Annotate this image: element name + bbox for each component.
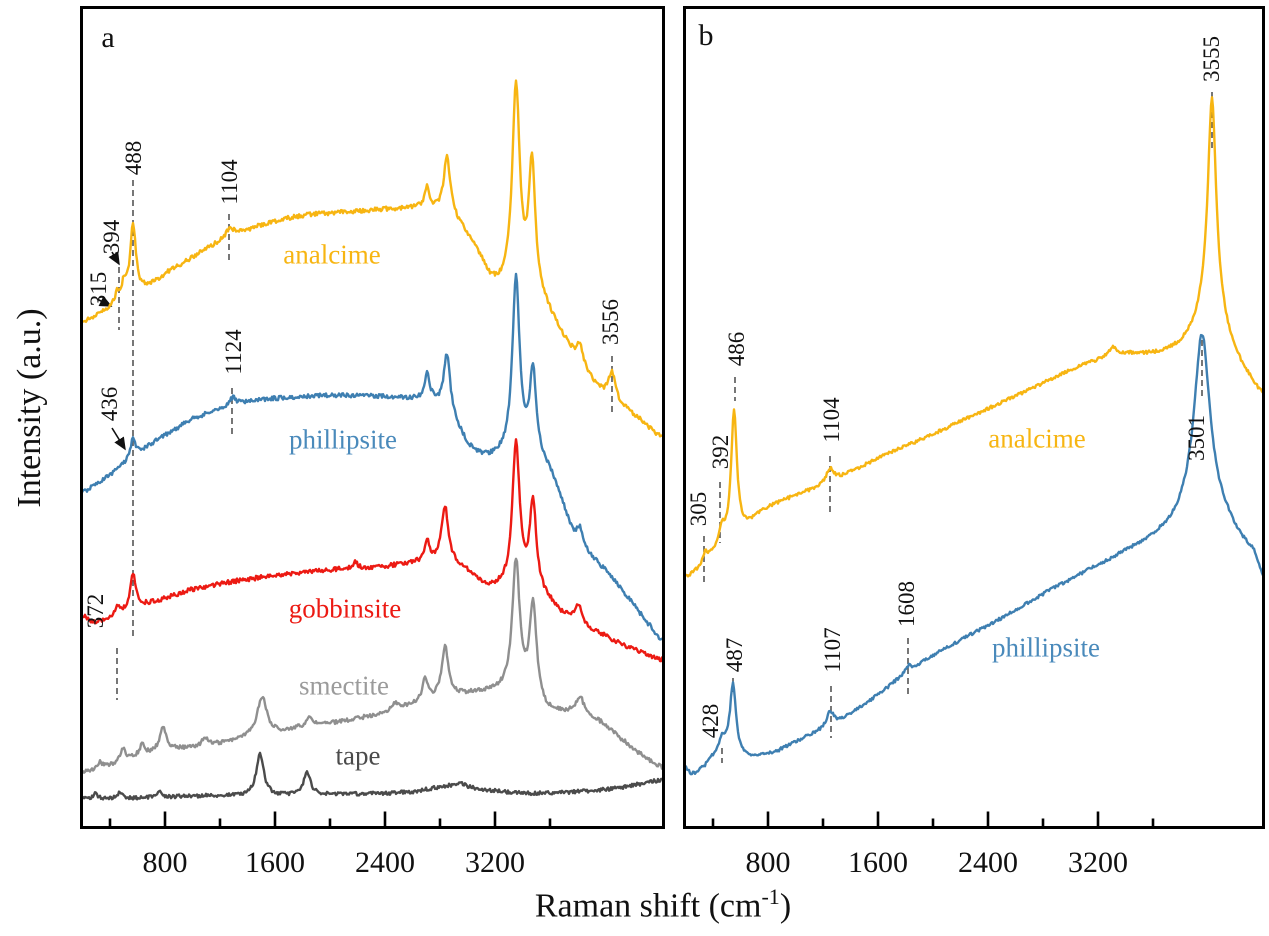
spectrum-tape-panel-a	[81, 751, 664, 801]
spectrum-analcime-panel-a	[81, 79, 664, 438]
annotation-dash-layer	[96, 92, 1213, 763]
spectrum-gobbinsite-panel-a	[81, 438, 664, 663]
axes-frame-layer	[80, 6, 1265, 829]
spectra-layer	[81, 79, 1264, 801]
peak-arrow-394	[108, 251, 120, 266]
spectrum-smectite-panel-a	[81, 557, 664, 774]
panel-b-frame	[683, 6, 1265, 829]
peak-arrow-436	[111, 427, 126, 451]
spectrum-phillipsite-panel-b	[684, 333, 1264, 776]
spectrum-phillipsite-panel-a	[81, 272, 664, 643]
spectrum-analcime-panel-b	[684, 96, 1264, 578]
panel-a-frame	[80, 6, 665, 829]
